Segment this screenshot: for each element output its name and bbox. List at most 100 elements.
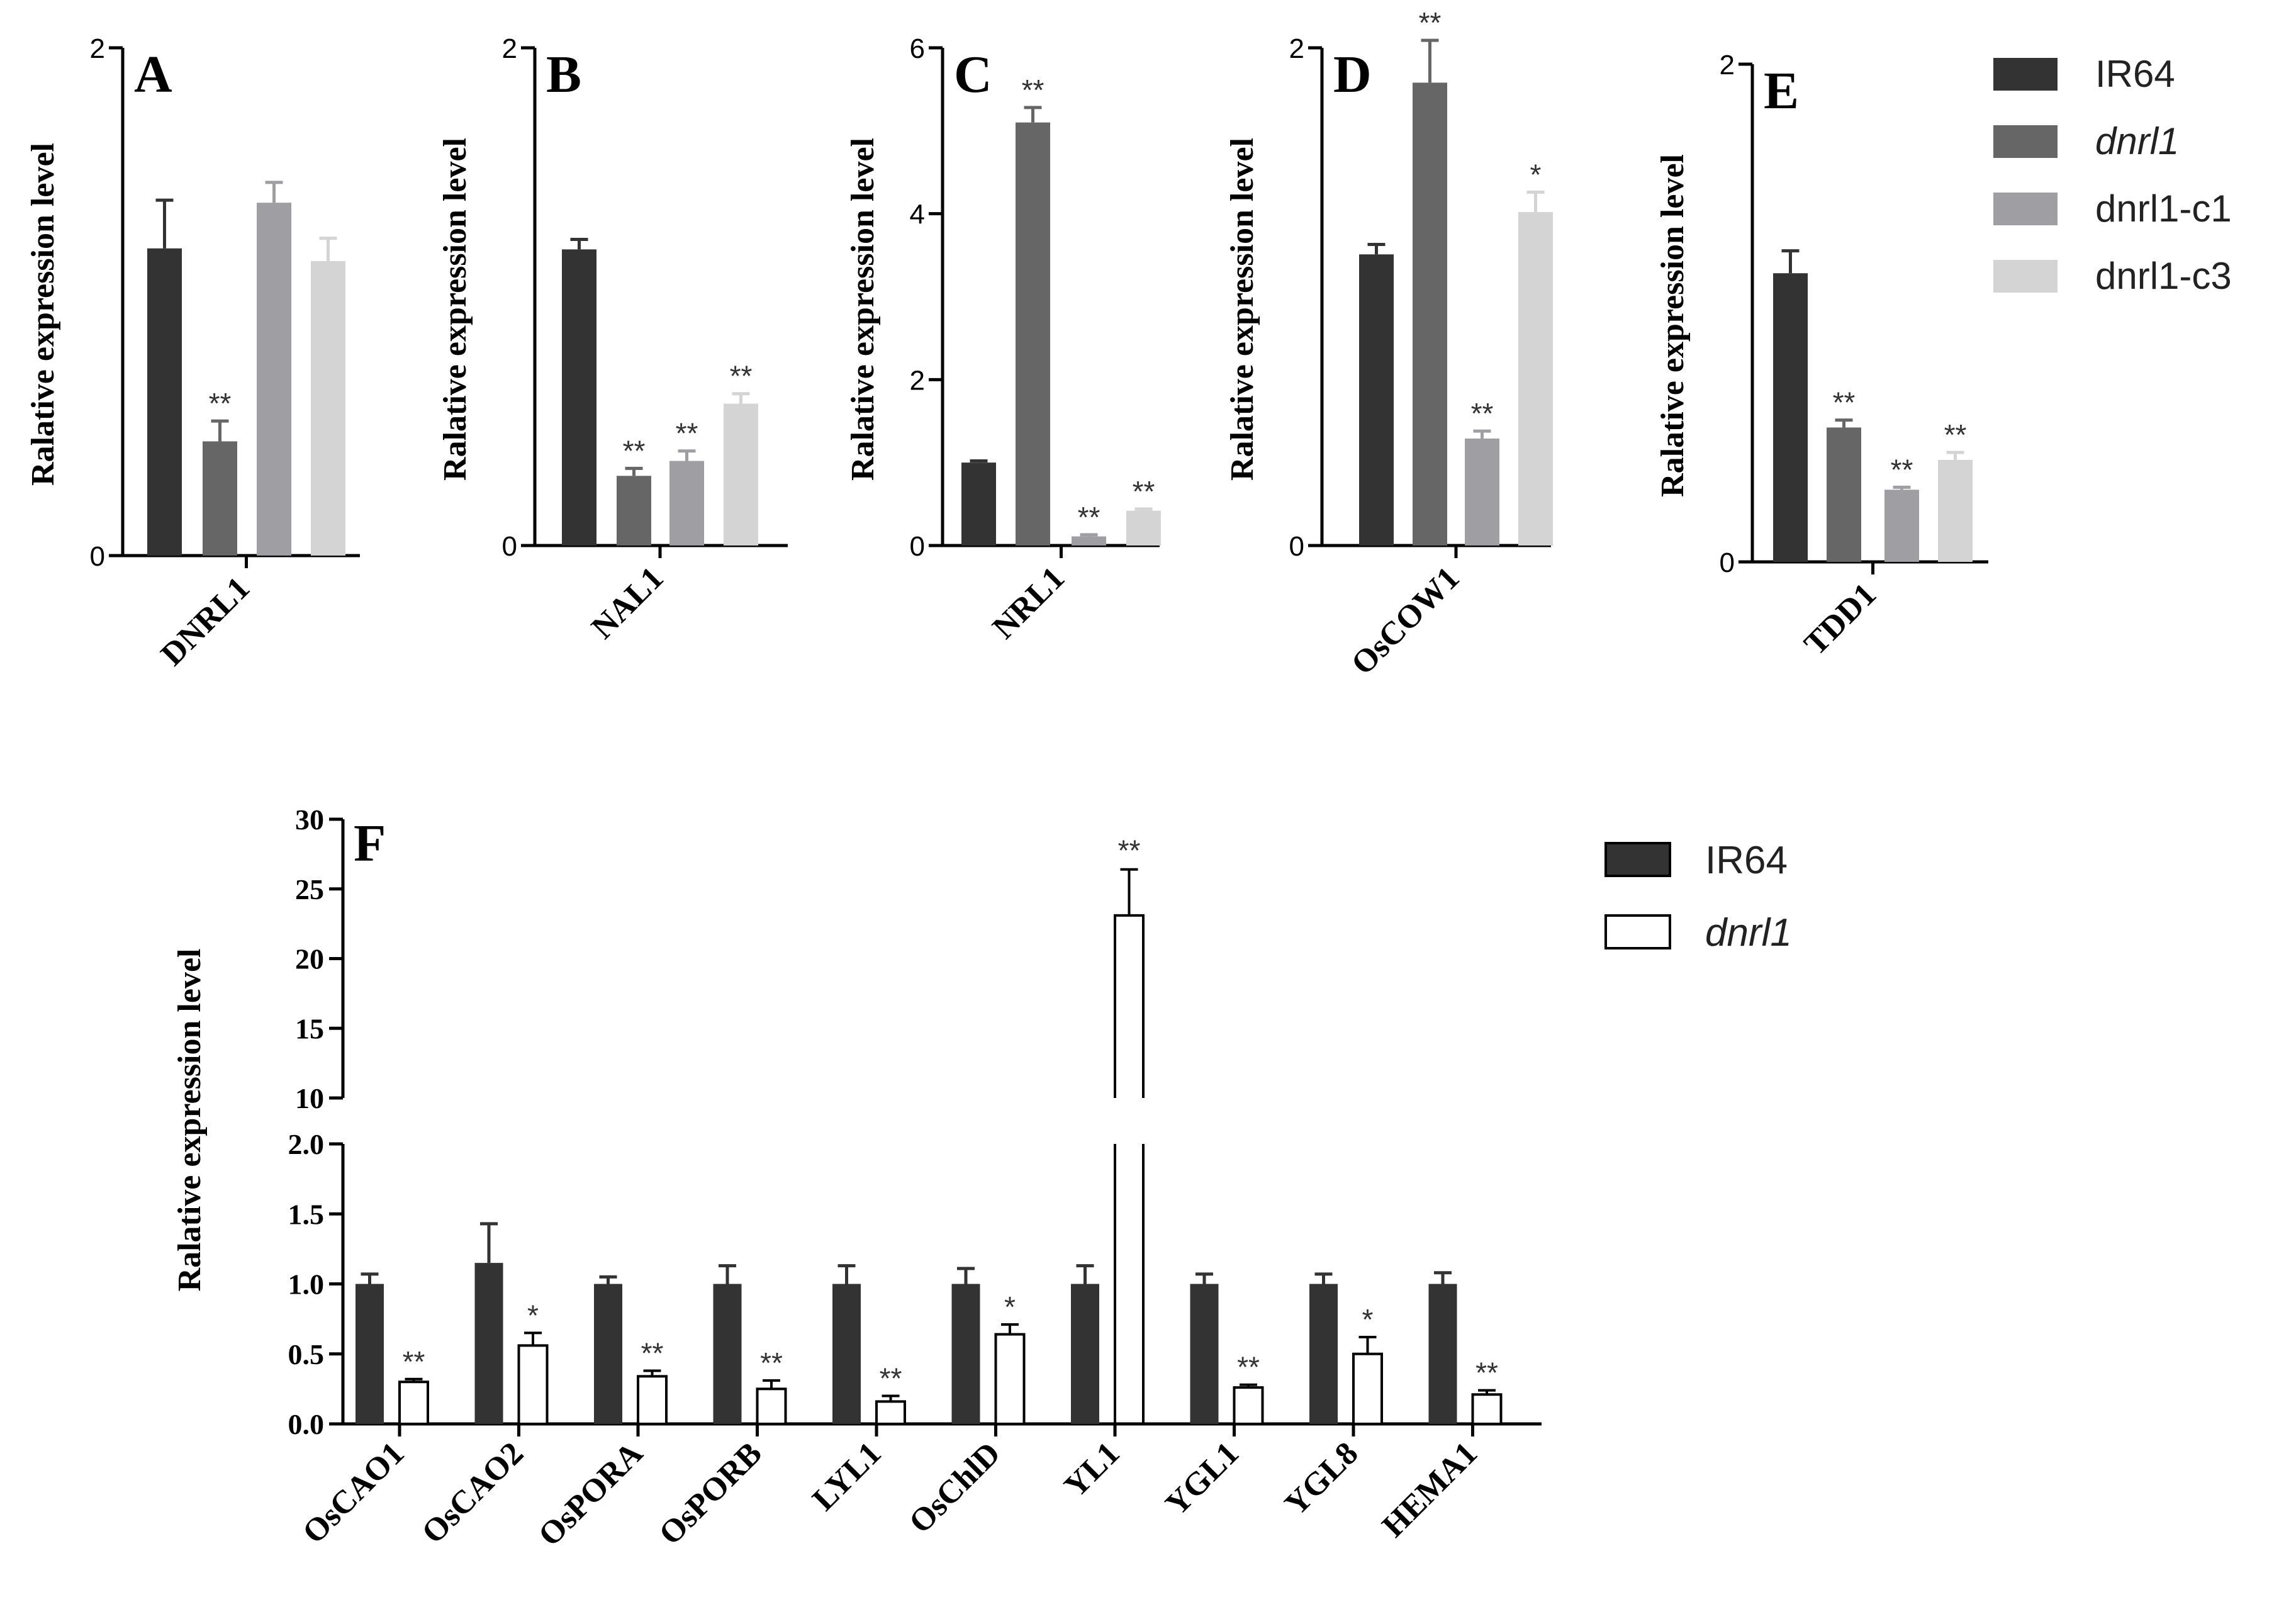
category-label: DNRL1 <box>154 570 257 673</box>
y-tick-label: 0.5 <box>288 1338 325 1370</box>
bar-IR64 <box>961 462 996 546</box>
bar-dnrl1 <box>875 1400 906 1425</box>
legend-label-dnrl1: dnrl1 <box>1705 911 1792 955</box>
category-label: OsCAO1 <box>296 1435 411 1550</box>
bar-dnrl1 <box>1016 122 1050 546</box>
panel-A: 0 2 A Ralative expression level DNRL1 ** <box>25 33 360 673</box>
y-tick-label: 10 <box>295 1082 324 1114</box>
significance-marker: ** <box>1237 1351 1260 1384</box>
bar-dnrl1-c3 <box>1938 459 1973 562</box>
bar-IR64 <box>1309 1284 1338 1424</box>
y-tick-label: 1.5 <box>288 1198 325 1230</box>
bar-dnrl1 <box>203 441 237 556</box>
y-tick-label: 15 <box>295 1012 324 1044</box>
y-tick-label: 2 <box>90 33 105 64</box>
legend-swatch-dnrl1-c3 <box>1993 260 2058 293</box>
legend-label-dnrl1: dnrl1 <box>2095 120 2179 162</box>
bar-dnrl1 <box>398 1380 429 1425</box>
bar-IR64 <box>356 1284 384 1424</box>
significance-marker: * <box>1530 158 1542 191</box>
category-label: YL1 <box>1058 1435 1127 1504</box>
y-tick-label: 0 <box>502 531 517 562</box>
category-label: YGL1 <box>1159 1435 1246 1522</box>
legend-label-IR64: IR64 <box>2095 53 2175 95</box>
panel-label: E <box>1764 62 1799 120</box>
bar-dnrl1 <box>517 1344 549 1425</box>
panel-label: A <box>134 45 172 104</box>
bar-IR64 <box>474 1263 503 1424</box>
significance-marker: ** <box>1022 74 1044 106</box>
bar-dnrl1-c1 <box>1072 536 1106 546</box>
significance-marker: ** <box>760 1347 783 1379</box>
significance-marker: ** <box>1078 501 1100 534</box>
category-label: OsCOW1 <box>1345 560 1467 682</box>
y-tick-label: 20 <box>295 943 324 975</box>
significance-marker: ** <box>1419 6 1442 39</box>
legend-label-dnrl1-c1: dnrl1-c1 <box>2095 188 2232 230</box>
panel-label: C <box>954 45 992 104</box>
category-label: LYL1 <box>806 1435 888 1518</box>
bar-dnrl1-c3 <box>1126 510 1161 546</box>
bar-IR64 <box>594 1284 622 1424</box>
y-tick-label: 2 <box>502 33 517 64</box>
category-label: TDD1 <box>1798 576 1883 662</box>
panel-F: 0.0 0.5 1.0 1.5 2.0 10 15 20 25 30 F Ralative expre… <box>172 804 1542 1554</box>
legend-swatch-dnrl1 <box>1993 125 2058 158</box>
bar-dnrl1-lower <box>1114 1144 1145 1425</box>
y-tick-label: 0.0 <box>288 1408 325 1440</box>
panel-label: B <box>546 45 581 104</box>
legend-top: IR64 dnrl1 dnrl1-c1 dnrl1-c3 <box>1993 53 2232 297</box>
y-axis-title: Ralative expression level <box>25 143 61 486</box>
y-tick-label: 0 <box>90 541 105 572</box>
y-axis-title: Ralative expression level <box>1655 154 1691 497</box>
y-tick-label: 2 <box>1720 50 1735 81</box>
significance-marker: ** <box>730 360 753 393</box>
significance-marker: ** <box>1944 418 1967 451</box>
y-axis-title: Ralative expression level <box>1224 138 1260 481</box>
significance-marker: ** <box>1475 1357 1498 1389</box>
bar-IR64 <box>713 1284 742 1424</box>
bar-dnrl1 <box>1471 1393 1503 1425</box>
panel-B: 0 2 B Ralative expression level NAL1 ** ** ** <box>437 33 788 646</box>
bar-dnrl1-c1 <box>1884 490 1919 562</box>
bar-IR64 <box>147 248 182 556</box>
bar-dnrl1 <box>1827 427 1861 562</box>
bar-dnrl1-c3 <box>1518 212 1553 546</box>
y-tick-label: 30 <box>295 804 324 836</box>
bar-dnrl1-upper <box>1114 914 1145 1098</box>
category-label: OsPORB <box>652 1435 769 1552</box>
legend-swatch-dnrl1 <box>1604 914 1671 949</box>
bar-dnrl1 <box>1233 1386 1264 1425</box>
y-tick-label: 6 <box>910 33 925 64</box>
significance-marker: ** <box>1891 453 1913 486</box>
bar-IR64 <box>562 249 596 546</box>
category-label: NAL1 <box>585 560 670 646</box>
y-tick-label: 4 <box>910 199 925 230</box>
category-label: NRL1 <box>986 560 1072 646</box>
y-tick-label: 1.0 <box>288 1268 325 1301</box>
panel-label: D <box>1333 45 1372 104</box>
y-tick-label: 0 <box>1289 531 1304 562</box>
y-axis-title: Ralative expression level <box>437 138 473 481</box>
y-axis-title: Ralative expression level <box>845 138 881 481</box>
bar-IR64 <box>1773 273 1808 562</box>
panel-label: F <box>354 814 386 873</box>
significance-marker: ** <box>403 1345 425 1378</box>
bar-IR64 <box>1359 254 1394 546</box>
panel-E: 0 2 E Ralative expression level TDD1 ** ** ** <box>1655 50 1988 663</box>
significance-marker: ** <box>641 1336 664 1369</box>
legend-label-dnrl1-c3: dnrl1-c3 <box>2095 255 2232 297</box>
bar-dnrl1 <box>1413 82 1447 546</box>
bar-dnrl1 <box>756 1387 787 1425</box>
significance-marker: ** <box>209 387 232 420</box>
significance-marker: ** <box>1471 397 1494 430</box>
legend-label-IR64: IR64 <box>1705 839 1788 882</box>
bar-dnrl1 <box>1352 1352 1383 1425</box>
y-axis-title: Ralative expression level <box>172 949 208 1292</box>
bar-dnrl1 <box>994 1333 1026 1426</box>
category-label: OsPORA <box>532 1435 650 1554</box>
bar-dnrl1-c3 <box>724 403 758 546</box>
